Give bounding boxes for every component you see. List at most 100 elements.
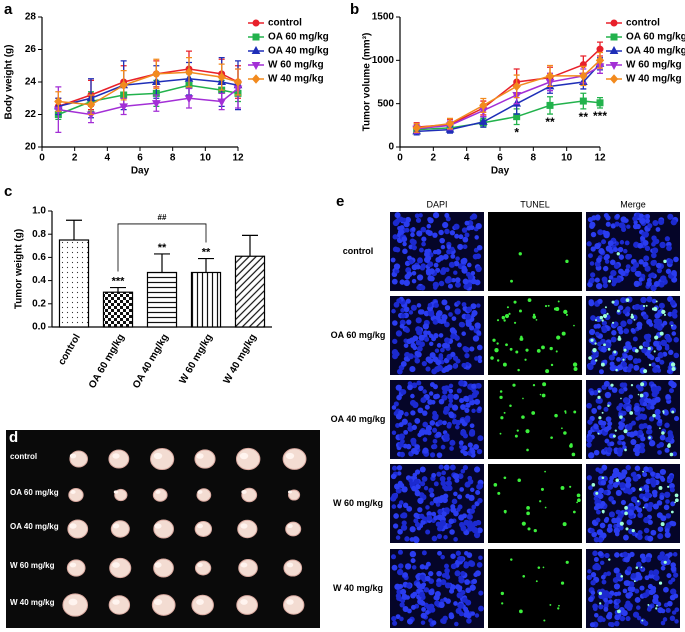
- tumor: [235, 447, 261, 471]
- apoptotic-cell: [532, 315, 537, 319]
- nucleus: [617, 440, 623, 446]
- nucleus: [598, 248, 605, 255]
- nucleus: [428, 571, 434, 577]
- nucleus: [658, 281, 665, 288]
- nucleus: [457, 243, 464, 250]
- nucleus: [462, 244, 468, 250]
- nucleus: [592, 389, 599, 396]
- x-tick-label: W 40 mg/kg: [222, 332, 259, 386]
- nucleus: [402, 572, 409, 578]
- nucleus: [418, 334, 425, 341]
- nucleus: [437, 550, 442, 556]
- nucleus: [593, 536, 600, 543]
- y-tick-label: 20: [25, 142, 37, 153]
- nucleus: [637, 242, 644, 249]
- apoptotic-cell: [653, 350, 656, 353]
- nucleus: [598, 369, 604, 375]
- marker: [251, 45, 261, 54]
- nucleus: [645, 333, 652, 339]
- nucleus: [471, 383, 477, 389]
- nucleus: [476, 303, 481, 308]
- nucleus: [399, 225, 405, 230]
- nucleus: [452, 473, 460, 480]
- nucleus: [658, 441, 665, 448]
- nucleus: [435, 359, 442, 366]
- photo-row-label: control: [10, 452, 37, 461]
- nucleus: [600, 500, 606, 507]
- y-tick-label: 0.0: [32, 322, 46, 333]
- x-tick-label: 12: [232, 153, 244, 164]
- nucleus: [456, 592, 463, 599]
- nucleus: [410, 437, 417, 444]
- tumor-highlight: [285, 452, 295, 460]
- micrograph-row-label: W 60 mg/kg: [333, 498, 383, 508]
- nucleus: [395, 535, 401, 540]
- nucleus: [672, 451, 678, 457]
- nucleus: [432, 443, 438, 450]
- nucleus: [589, 390, 595, 396]
- nucleus: [446, 523, 452, 529]
- nucleus: [625, 476, 632, 484]
- nucleus: [603, 380, 610, 387]
- apoptotic-cell: [535, 580, 538, 583]
- tumor: [151, 594, 176, 616]
- nucleus: [453, 223, 460, 230]
- x-tick-label: 8: [170, 153, 176, 164]
- nucleus: [586, 574, 593, 581]
- apoptotic-cell: [499, 390, 503, 393]
- nucleus: [590, 359, 597, 366]
- nucleus: [651, 241, 656, 247]
- nucleus: [665, 513, 672, 519]
- nucleus: [642, 239, 649, 246]
- nucleus: [463, 562, 470, 569]
- nucleus: [402, 248, 408, 255]
- nucleus: [399, 323, 405, 329]
- y-axis-label: Body weight (g): [4, 45, 15, 120]
- apoptotic-cell: [600, 362, 605, 367]
- marker: [479, 100, 488, 111]
- nucleus: [451, 277, 456, 283]
- nucleus: [632, 215, 638, 222]
- nucleus: [441, 299, 448, 306]
- nucleus: [586, 475, 592, 481]
- x-tick-label: 0: [397, 153, 403, 164]
- apoptotic-cell: [597, 395, 601, 400]
- tumor-highlight: [68, 598, 78, 606]
- nucleus: [411, 382, 418, 389]
- legend-label: OA 60 mg/kg: [626, 32, 685, 43]
- apoptotic-cell: [573, 367, 578, 372]
- apoptotic-cell: [588, 356, 592, 360]
- apoptotic-cell: [503, 476, 507, 480]
- series-line: [58, 77, 239, 108]
- nucleus: [411, 485, 417, 492]
- nucleus: [595, 215, 601, 221]
- nucleus: [404, 536, 410, 542]
- nucleus: [652, 259, 657, 265]
- apoptotic-cell: [652, 413, 656, 418]
- apoptotic-cell: [662, 410, 665, 413]
- nucleus: [589, 622, 595, 628]
- nucleus: [589, 277, 595, 284]
- nucleus: [627, 509, 634, 516]
- apoptotic-cell: [521, 521, 526, 526]
- tumor: [237, 519, 258, 539]
- nucleus: [451, 498, 458, 505]
- nucleus: [665, 607, 671, 613]
- nucleus: [669, 487, 675, 493]
- nucleus: [622, 445, 627, 450]
- nucleus: [474, 279, 481, 286]
- nucleus: [594, 331, 600, 337]
- nucleus: [673, 337, 679, 343]
- nucleus: [609, 621, 615, 628]
- nucleus: [470, 303, 477, 310]
- apoptotic-cell: [562, 522, 567, 527]
- nucleus: [600, 574, 606, 580]
- nucleus: [652, 569, 660, 576]
- nucleus: [477, 406, 482, 411]
- nucleus: [403, 429, 409, 435]
- apoptotic-cell: [604, 306, 607, 309]
- nucleus: [600, 480, 607, 486]
- marker: [252, 33, 260, 41]
- nucleus: [420, 263, 426, 269]
